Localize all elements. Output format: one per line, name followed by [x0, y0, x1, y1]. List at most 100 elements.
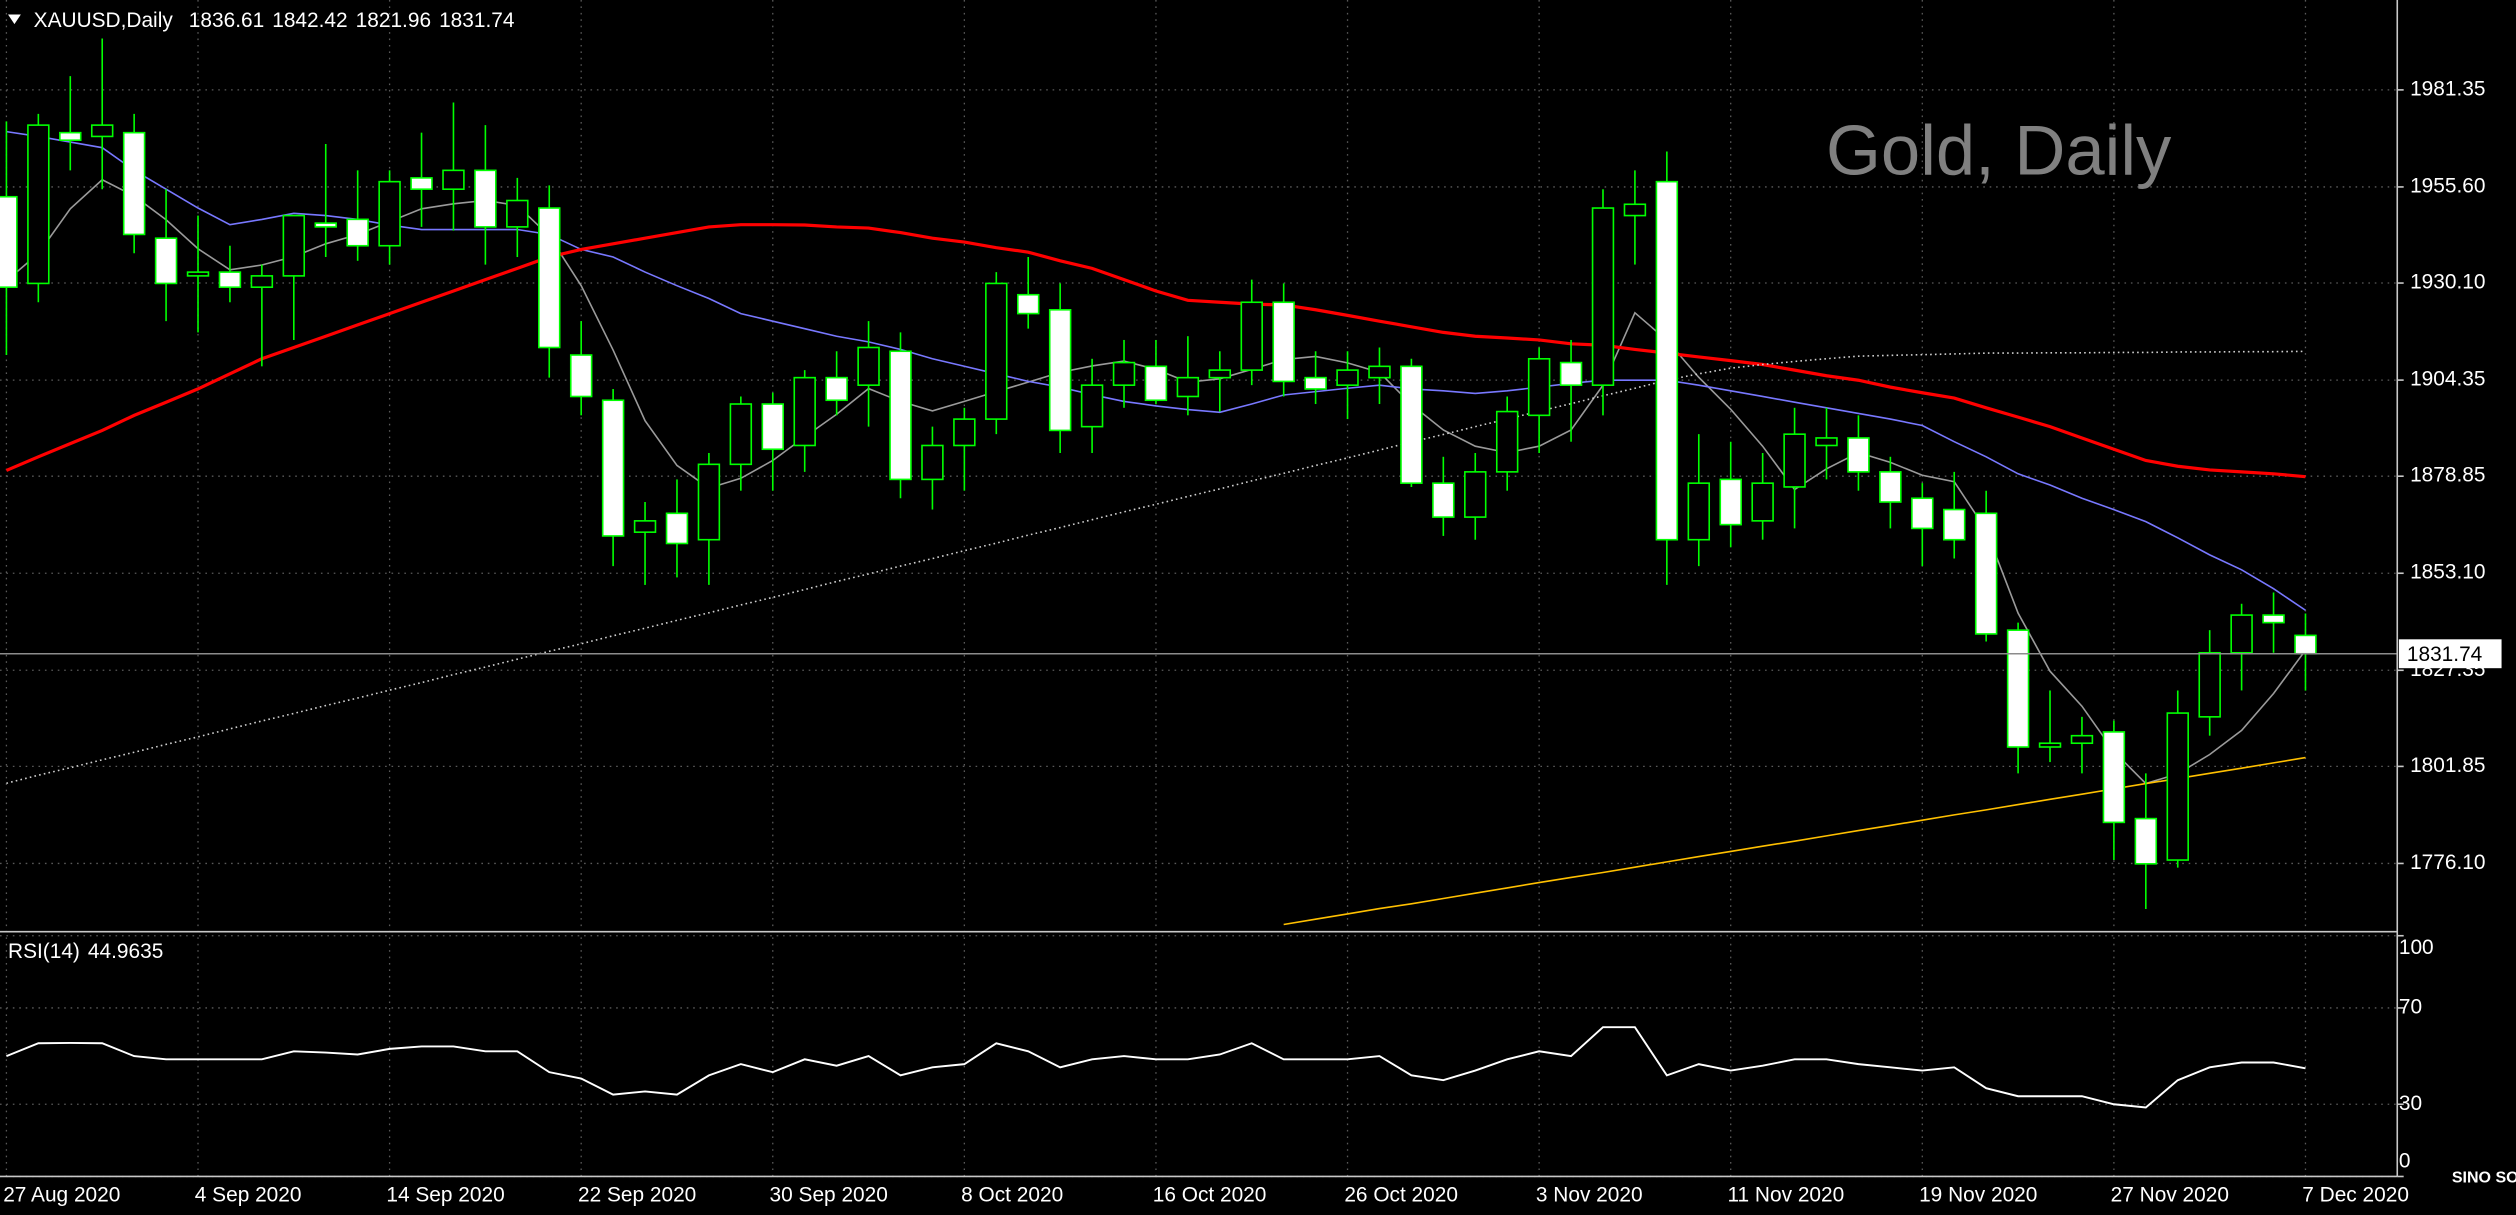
candle-body — [1304, 376, 1327, 390]
y-tick-label: 1878.85 — [2410, 464, 2485, 487]
candle-body — [793, 376, 816, 447]
candle-body — [538, 207, 561, 349]
candle-body — [122, 131, 146, 236]
candle-body — [761, 403, 785, 451]
candle-body — [1783, 433, 1806, 488]
candle-body — [2134, 817, 2158, 865]
candle-body — [1176, 376, 1200, 398]
price-pane: Gold, Daily — [0, 38, 2398, 926]
candle-body — [2230, 614, 2253, 654]
candle-body — [378, 180, 401, 247]
candle-body — [1272, 301, 1295, 383]
candle-body — [633, 520, 657, 533]
candle-body — [2070, 734, 2094, 745]
candle-body — [921, 444, 944, 481]
candle-body — [314, 222, 337, 228]
x-tick-label: 26 Oct 2020 — [1344, 1183, 1458, 1206]
candle-body — [1400, 365, 1423, 484]
candle-body — [1974, 512, 1998, 635]
x-tick-label: 4 Sep 2020 — [195, 1183, 302, 1206]
candle-body — [569, 354, 593, 398]
moving-average-line — [5, 223, 2306, 479]
candle-body — [1943, 508, 1966, 541]
candle-body — [1240, 301, 1263, 371]
rsi-y-tick-label: 70 — [2399, 995, 2422, 1018]
symbol-title: XAUUSD,Daily — [34, 8, 174, 31]
candle-body — [953, 418, 976, 447]
rsi-pane — [6, 1026, 2306, 1109]
menu-triangle — [8, 14, 21, 25]
x-tick-label: 14 Sep 2020 — [386, 1183, 504, 1206]
candle-body — [410, 177, 433, 190]
rsi-line — [6, 1026, 2306, 1109]
ohlc-low: 1821.96 — [356, 8, 431, 31]
candle-body — [2294, 634, 2317, 655]
y-tick-label: 1853.10 — [2410, 561, 2485, 584]
ohlc-open: 1836.61 — [189, 8, 264, 31]
candle-body — [729, 403, 753, 466]
candle-body — [27, 124, 50, 285]
logo: SINO SOUND — [2452, 1168, 2516, 1186]
candle-body — [1495, 410, 1519, 473]
candle-body — [1208, 369, 1232, 379]
ohlc-high: 1842.42 — [272, 8, 347, 31]
x-tick-label: 27 Nov 2020 — [2111, 1183, 2229, 1206]
candle-body — [1527, 357, 1551, 417]
y-tick-label: 1904.35 — [2410, 368, 2485, 391]
candle-body — [1751, 482, 1774, 522]
current-price-box — [2398, 639, 2502, 669]
candle-body — [1847, 437, 1870, 473]
x-tick-label: 22 Sep 2020 — [578, 1183, 696, 1206]
candle-body — [889, 350, 912, 481]
rsi-title: RSI(14) — [8, 939, 80, 962]
x-tick-label: 8 Oct 2020 — [961, 1183, 1063, 1206]
candle-body — [1559, 361, 1583, 386]
moving-average-line — [1283, 756, 2306, 926]
candle-body — [2198, 651, 2221, 718]
grid-layer — [0, 0, 2398, 1178]
x-tick-label: 19 Nov 2020 — [1919, 1183, 2037, 1206]
candle-body — [1464, 471, 1487, 518]
candle-body — [665, 512, 689, 545]
candle-body — [474, 169, 497, 228]
candle-body — [0, 195, 18, 288]
x-tick-label: 11 Nov 2020 — [1728, 1183, 1845, 1206]
candle-body — [1016, 293, 1040, 315]
candle-body — [825, 376, 848, 402]
candle-body — [1112, 361, 1136, 386]
rsi-y-tick-label: 0 — [2399, 1150, 2411, 1173]
candle-body — [697, 463, 721, 541]
candle-body — [442, 169, 465, 190]
candle-body — [154, 237, 178, 285]
candle-body — [2102, 731, 2126, 824]
candle-body — [346, 218, 369, 247]
candle-body — [985, 282, 1008, 420]
x-tick-label: 16 Oct 2020 — [1153, 1183, 1267, 1206]
current-price-label: 1831.74 — [2407, 643, 2482, 666]
candle-body — [1368, 365, 1391, 379]
x-tick-label: 27 Aug 2020 — [3, 1183, 120, 1206]
candle-body — [218, 271, 242, 288]
candle-body — [1879, 471, 1902, 503]
x-tick-label: 3 Nov 2020 — [1536, 1183, 1643, 1206]
chart-header: XAUUSD,Daily 1836.61 1842.42 1821.96 1831.74 — [34, 8, 515, 31]
y-tick-label: 1955.60 — [2410, 174, 2485, 197]
y-tick-label: 1827.35 — [2410, 658, 2485, 681]
axis-layer — [0, 0, 2502, 1178]
watermark: Gold, Daily — [1826, 110, 2172, 189]
candle-body — [2006, 629, 2030, 748]
candle-body — [1623, 203, 1647, 217]
candle-body — [1591, 207, 1615, 386]
candle-body — [1911, 497, 1934, 530]
candle-body — [857, 346, 880, 386]
candle-body — [1048, 308, 1072, 432]
candle-body — [506, 199, 529, 228]
candle-body — [1144, 365, 1168, 402]
y-tick-label: 1981.35 — [2410, 77, 2485, 100]
rsi-y-tick-label: 30 — [2399, 1092, 2422, 1115]
candle-body — [1719, 478, 1742, 526]
